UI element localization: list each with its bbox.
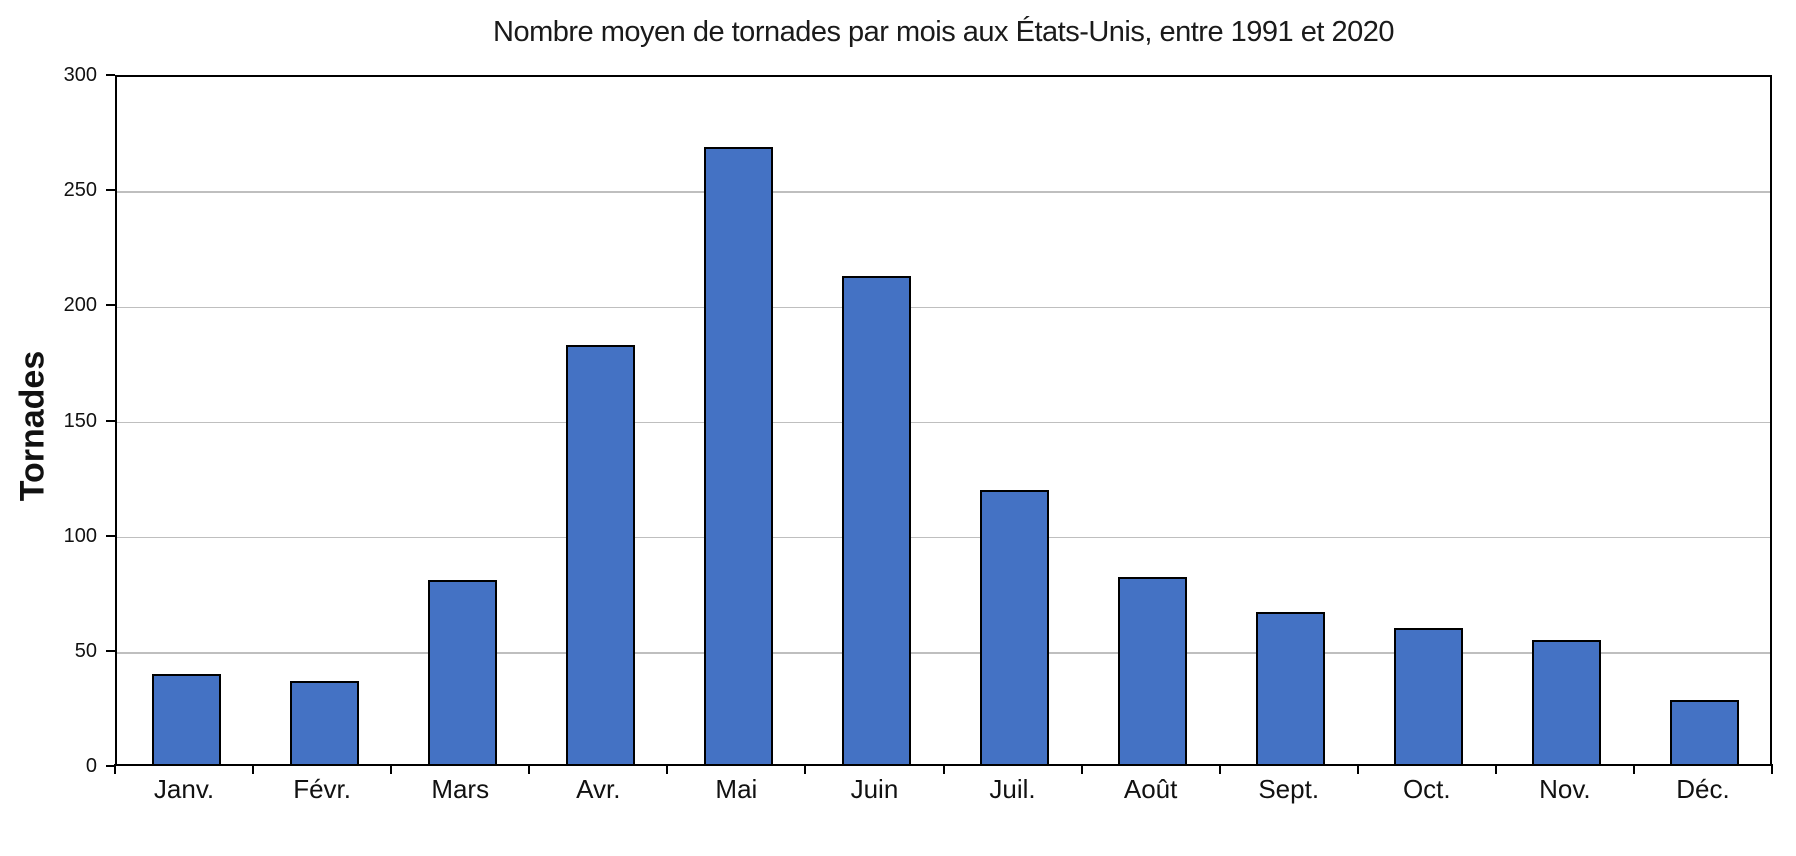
x-tick-mark-10 [1494, 764, 1497, 774]
y-tick-label-0: 0 [85, 755, 97, 777]
y-tick-mark-150 [106, 419, 115, 422]
x-tick-mark-5 [804, 764, 807, 774]
y-tick-label-250: 250 [63, 179, 97, 202]
bar-oct [1394, 628, 1464, 764]
x-tick-label-juil: Juil. [989, 774, 1036, 804]
bar-aot [1118, 577, 1188, 764]
y-tick-label-100: 100 [63, 524, 97, 547]
x-tick-label-fvr: Févr. [293, 774, 352, 804]
gridline-50 [117, 652, 1770, 654]
bar-janv [151, 674, 221, 764]
y-tick-label-150: 150 [63, 409, 97, 432]
y-tick-label-50: 50 [74, 639, 97, 662]
y-tick-mark-200 [106, 304, 115, 307]
x-tick-label-mars: Mars [431, 774, 490, 804]
x-tick-mark-2 [390, 764, 393, 774]
x-tick-mark-8 [1218, 764, 1221, 774]
x-tick-mark-11 [1632, 764, 1635, 774]
x-tick-mark-0 [114, 764, 116, 774]
x-tick-label-sept: Sept. [1258, 774, 1320, 804]
x-tick-label-aot: Août [1123, 774, 1178, 804]
chart-title: Nombre moyen de tornades par mois aux Ét… [493, 16, 1394, 48]
gridline-100 [117, 536, 1770, 539]
y-tick-mark-50 [106, 649, 115, 652]
bar-juin [841, 275, 911, 764]
bar-mai [703, 146, 773, 764]
bar-avr [565, 344, 635, 764]
x-tick-label-avr: Avr. [576, 774, 621, 804]
x-tick-label-janv: Janv. [153, 774, 215, 804]
y-tick-mark-300 [106, 74, 115, 76]
x-tick-mark-6 [942, 764, 945, 774]
bar-fvr [289, 681, 359, 764]
x-tick-label-juin: Juin [850, 774, 899, 804]
x-tick-label-oct: Oct. [1402, 774, 1451, 804]
bar-sept [1256, 611, 1326, 764]
bar-nov [1532, 639, 1602, 764]
x-tick-label-dc: Déc. [1676, 774, 1730, 804]
x-tick-label-nov: Nov. [1539, 774, 1591, 804]
bar-mars [427, 579, 497, 764]
gridline-250 [117, 191, 1770, 193]
y-tick-mark-0 [106, 765, 115, 767]
y-tick-label-300: 300 [63, 64, 97, 86]
y-tick-label-200: 200 [63, 294, 97, 317]
y-tick-mark-250 [106, 189, 115, 192]
x-tick-mark-9 [1356, 764, 1359, 774]
plot-area [115, 75, 1772, 766]
x-tick-mark-1 [252, 764, 255, 774]
x-tick-mark-3 [528, 764, 531, 774]
x-tick-mark-7 [1080, 764, 1083, 774]
gridline-200 [117, 306, 1770, 309]
x-tick-mark-12 [1771, 764, 1773, 774]
bar-dc [1670, 699, 1740, 764]
bar-juil [980, 489, 1050, 764]
y-tick-mark-100 [106, 534, 115, 537]
x-tick-label-mai: Mai [715, 774, 758, 804]
gridline-150 [117, 421, 1770, 424]
x-tick-mark-4 [666, 764, 669, 774]
